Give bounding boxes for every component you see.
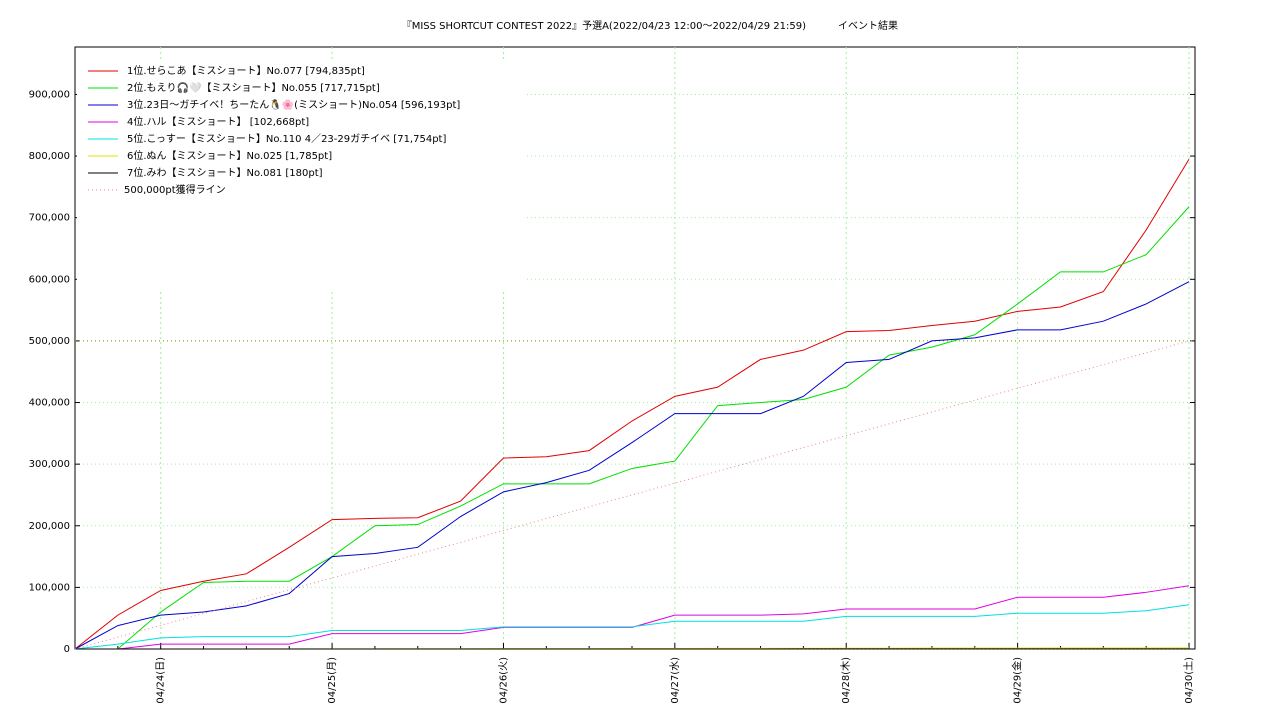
x-tick-label: 04/26(火) [497, 657, 509, 704]
x-tick-label: 04/30(土) [1182, 657, 1195, 704]
y-tick-label: 600,000 [29, 274, 70, 285]
y-tick-label: 300,000 [29, 459, 70, 470]
legend-label: 4位.ハル【ミスショート】 [102,668pt] [127, 115, 309, 128]
chart-title: 『MISS SHORTCUT CONTEST 2022』予選A(2022/04/… [402, 19, 806, 32]
series-line [74, 281, 1190, 650]
x-tick-label: 04/25(月) [326, 657, 338, 704]
chart-subtitle: イベント結果 [838, 19, 898, 32]
legend-background [77, 59, 527, 289]
x-tick-label: 04/24(日) [156, 657, 167, 704]
x-tick-label: 04/27(水) [669, 657, 681, 704]
y-tick-label: 500,000 [29, 336, 70, 347]
y-tick-label: 800,000 [29, 151, 70, 162]
series-line [74, 604, 1190, 650]
legend-label: 1位.せらこあ【ミスショート】No.077 [794,835pt] [127, 64, 365, 77]
y-tick-label: 700,000 [29, 213, 70, 224]
y-tick-label: 200,000 [29, 521, 70, 532]
series-line [74, 340, 1190, 650]
legend-label: 5位.こっすー【ミスショート】No.110 4／23-29ガチイベ [71,75… [127, 132, 446, 145]
legend-label: 7位.みわ【ミスショート】No.081 [180pt] [127, 166, 323, 179]
series-line [75, 585, 1190, 650]
legend-label: 3位.23日〜ガチイベ！ちーたん🐧🌸(ミスショート)No.054 [596,19… [127, 98, 460, 111]
y-tick-label: 900,000 [29, 89, 70, 100]
legend-label: 2位.もえり🎧🤍【ミスショート】No.055 [717,715pt] [127, 81, 380, 94]
legend-label: 6位.ぬん【ミスショート】No.025 [1,785pt] [127, 149, 332, 162]
y-tick-label: 100,000 [29, 582, 70, 593]
x-tick-label: 04/28(木) [840, 657, 852, 704]
series-line [75, 206, 1190, 650]
x-tick-label: 04/29(金) [1011, 657, 1024, 704]
legend-label: 500,000pt獲得ライン [124, 183, 226, 196]
y-tick-label: 400,000 [29, 398, 70, 409]
y-tick-label: 0 [64, 644, 70, 655]
